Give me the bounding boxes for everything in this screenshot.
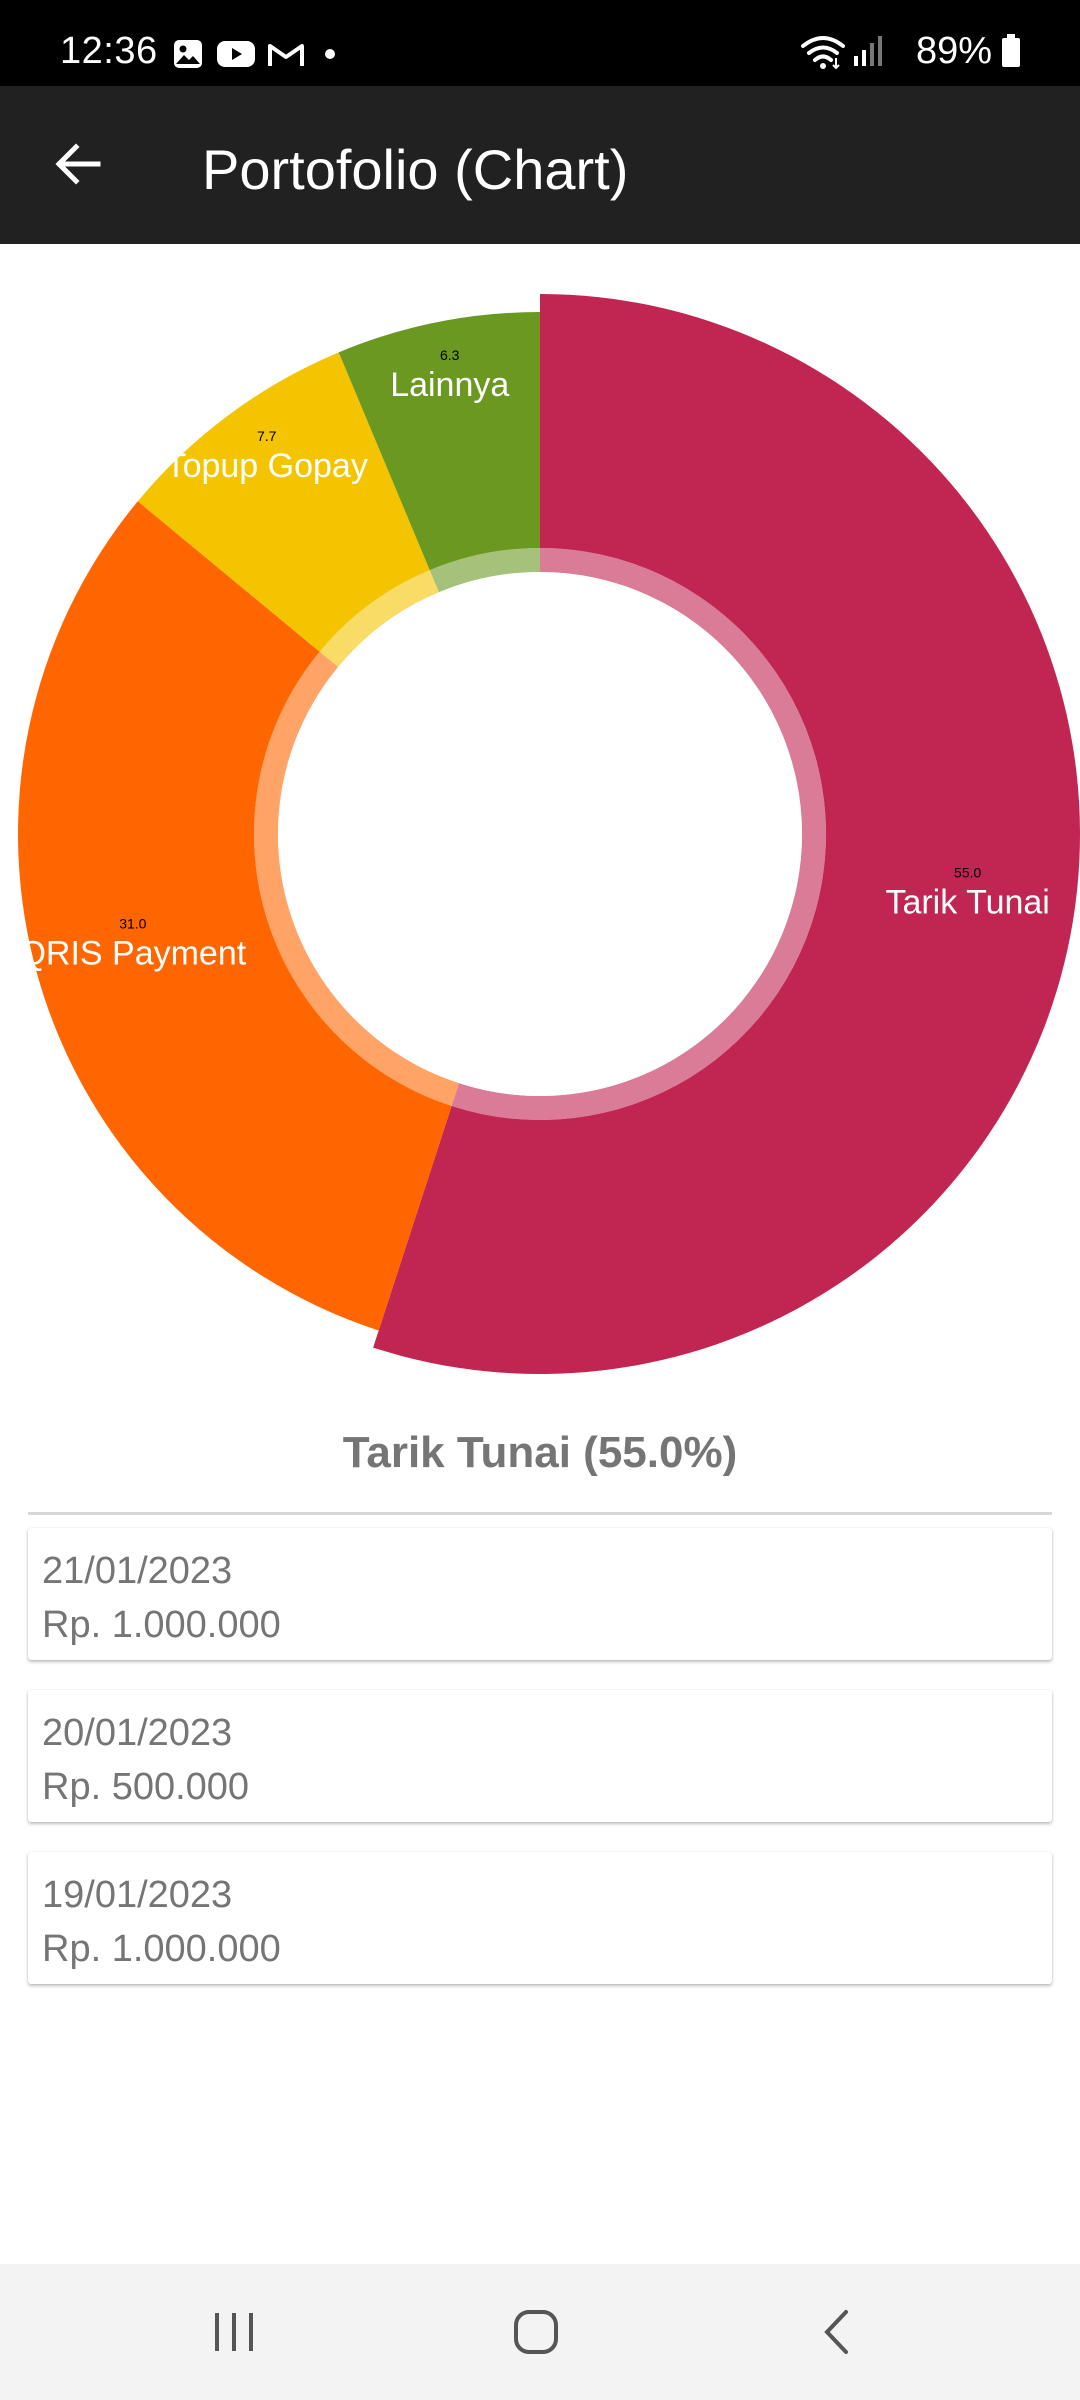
arrow-back-icon <box>55 143 101 185</box>
donut-hole <box>278 572 802 1096</box>
transaction-list: 21/01/2023 Rp. 1.000.000 20/01/2023 Rp. … <box>28 1528 1052 2014</box>
slice-lainnya[interactable] <box>338 312 540 571</box>
system-nav-bar <box>0 2264 1080 2400</box>
transaction-date: 21/01/2023 <box>42 1550 233 1592</box>
inner-ring-qris-payment <box>253 651 460 1107</box>
inner-ring-lainnya <box>429 548 540 593</box>
battery-level: 89% <box>915 30 992 72</box>
inner-ring-topup-gopay <box>319 570 439 667</box>
home-button[interactable] <box>476 2292 596 2372</box>
page-title: Portofolio (Chart) <box>202 138 629 201</box>
transaction-date: 20/01/2023 <box>42 1712 233 1754</box>
slice-tarik-tunai[interactable] <box>373 294 1080 1374</box>
value-label-qris-payment: 31.0 <box>119 915 146 931</box>
category-label-lainnya: Lainnya <box>390 366 509 404</box>
category-label-topup-gopay: Topup Gopay <box>166 447 368 485</box>
back-icon <box>824 2310 848 2354</box>
recents-icon <box>215 2313 253 2351</box>
selected-category-label: Tarik Tunai (55.0%) <box>342 1428 738 1477</box>
recents-button[interactable] <box>174 2292 294 2372</box>
transaction-date: 19/01/2023 <box>42 1874 233 1916</box>
back-button[interactable] <box>36 122 120 206</box>
nav-back-button[interactable] <box>778 2292 898 2372</box>
battery-icon <box>1002 34 1020 67</box>
value-label-lainnya: 6.3 <box>440 347 460 363</box>
dot-icon <box>325 49 335 59</box>
transaction-card[interactable]: 21/01/2023 Rp. 1.000.000 <box>28 1528 1052 1660</box>
gmail-icon <box>268 44 304 66</box>
transaction-amount: Rp. 500.000 <box>42 1766 250 1808</box>
slice-qris-payment[interactable] <box>17 501 452 1331</box>
status-bar: 12:36 89% <box>0 0 1080 86</box>
wifi-icon <box>801 36 845 70</box>
value-label-tarik-tunai: 55.0 <box>954 865 981 881</box>
home-icon <box>514 2310 558 2354</box>
donut-chart-svg[interactable]: 55.0 Tarik Tunai 31.0 QRIS Payment 7.7 Topup … <box>0 244 1080 1394</box>
transaction-card[interactable]: 19/01/2023 Rp. 1.000.000 <box>28 1852 1052 1984</box>
donut-chart[interactable]: 55.0 Tarik Tunai 31.0 QRIS Payment 7.7 Topup … <box>0 244 1080 1394</box>
category-label-qris-payment: QRIS Payment <box>19 934 246 972</box>
category-label-tarik-tunai: Tarik Tunai <box>885 884 1049 922</box>
transaction-amount: Rp. 1.000.000 <box>42 1604 281 1646</box>
gallery-icon <box>174 40 202 68</box>
app-bar: Portofolio (Chart) <box>0 86 1080 244</box>
youtube-icon <box>217 41 255 67</box>
transaction-card[interactable]: 20/01/2023 Rp. 500.000 <box>28 1690 1052 1822</box>
signal-icon <box>854 36 882 66</box>
status-time: 12:36 <box>60 30 158 72</box>
transaction-amount: Rp. 1.000.000 <box>42 1928 281 1970</box>
divider <box>28 1512 1052 1515</box>
slice-topup-gopay[interactable] <box>137 352 430 652</box>
value-label-topup-gopay: 7.7 <box>257 428 277 444</box>
